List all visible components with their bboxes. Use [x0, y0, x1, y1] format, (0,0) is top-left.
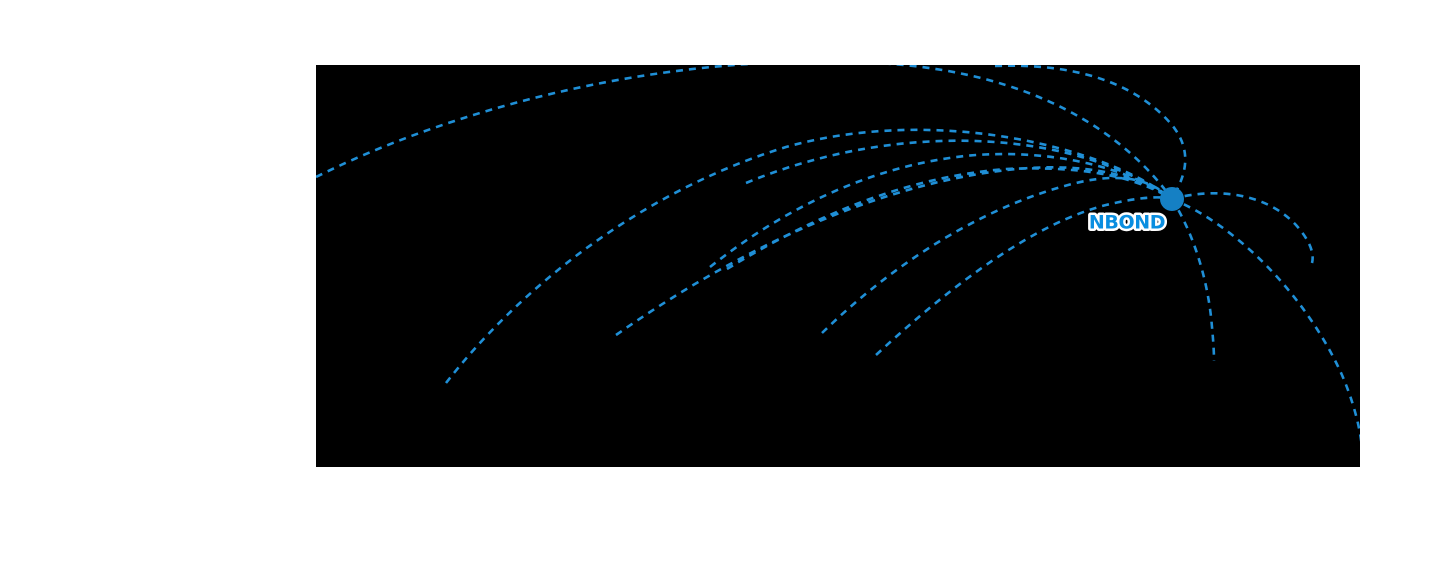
arc-converge-bundle [745, 139, 1173, 201]
arc-southeast-sweep [1171, 197, 1360, 443]
arc-east-down [1170, 198, 1216, 362]
node-layer: NBOND [1086, 187, 1184, 236]
arc-east-short [1171, 191, 1314, 264]
network-map-svg[interactable]: NBOND [316, 65, 1360, 467]
arc-southwest-deep [444, 128, 1173, 384]
arc-midwest-upper [709, 152, 1173, 269]
arc-far-west-long [316, 65, 1174, 200]
map-background [316, 65, 1360, 467]
network-map-panel[interactable]: NBOND [316, 65, 1360, 467]
arc-south-low [875, 196, 1173, 356]
node-label-nbond[interactable]: NBOND [1086, 209, 1168, 236]
arc-layer [316, 65, 1360, 443]
arc-north-top-right [994, 65, 1187, 200]
hub-node-nbond[interactable] [1160, 187, 1184, 211]
